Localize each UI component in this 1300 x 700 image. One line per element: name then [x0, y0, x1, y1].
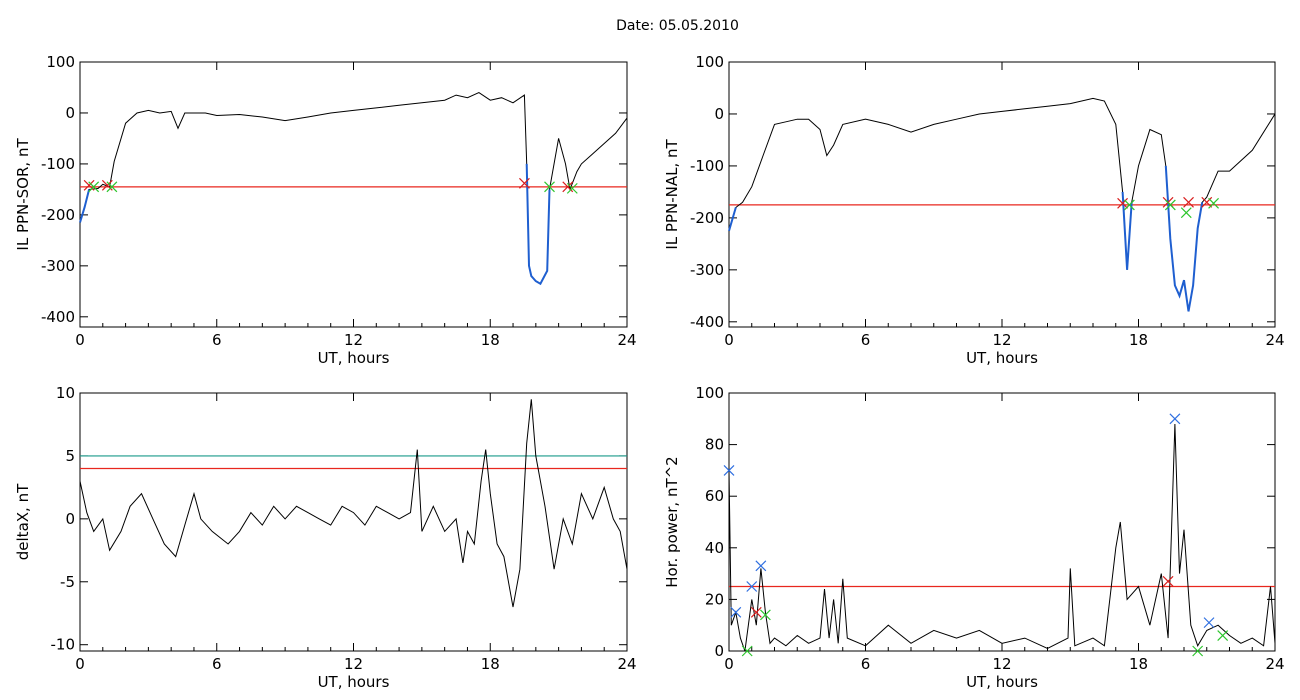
panel-4-frame — [728, 392, 1276, 652]
panel-1-y-tick-label: 100 — [46, 53, 75, 71]
panel-1-highlight-segment — [525, 163, 551, 286]
panel-1-x-tick-label: 0 — [75, 331, 85, 349]
panel-3-x-tick-label: 6 — [212, 655, 222, 673]
panel-2-y-tick-label: -100 — [690, 157, 724, 175]
panel-4-x-tick-label: 6 — [861, 655, 871, 673]
panel-2-x-tick-label: 24 — [1265, 331, 1284, 349]
panel-4-marker-red — [1162, 575, 1174, 587]
panel-1-y-tick-label: -100 — [41, 155, 75, 173]
panel-3-y-tick-label: 10 — [56, 384, 75, 402]
panel-4-y-axis-label: Hor. power, nT^2 — [663, 456, 681, 587]
panel-2-x-axis-label: UT, hours — [966, 349, 1038, 367]
panel-4-y-tick-label: 20 — [705, 590, 724, 608]
panel-4-marker-blue — [1169, 413, 1181, 425]
panel-1-y-axis-label: IL PPN-SOR, nT — [14, 138, 32, 251]
panel-3-y-axis-label: deltaX, nT — [14, 483, 32, 560]
panel-1-y-tick-label: -400 — [41, 308, 75, 326]
panel-3-y-tick-label: -10 — [51, 636, 76, 654]
panel-4-marker-red — [750, 606, 762, 618]
panel-1-series-line — [79, 92, 628, 285]
panel-4-marker-blue — [1203, 617, 1215, 629]
panel-2-y-tick-label: 100 — [695, 53, 724, 71]
date-title: Date: 05.05.2010 — [616, 18, 739, 34]
panel-2-highlight-segment — [728, 207, 737, 232]
panel-4-marker-blue — [730, 606, 742, 618]
panel-2-y-tick-label: -400 — [690, 313, 724, 331]
panel-2-x-tick-label: 6 — [861, 331, 871, 349]
panel-1-x-tick-label: 6 — [212, 331, 222, 349]
panel-1-x-tick-label: 18 — [481, 331, 500, 349]
panel-1-marker-green — [106, 181, 118, 193]
panel-2-marker-red — [1201, 196, 1213, 208]
panel-4-y-tick-label: 40 — [705, 539, 724, 557]
panel-4-x-tick-label: 24 — [1265, 655, 1284, 673]
panel-4-marker-blue — [755, 560, 767, 572]
panel-2-marker-red — [1183, 196, 1194, 208]
panel-1-x-tick-label: 12 — [344, 331, 363, 349]
panel-2-marker-green — [1164, 199, 1176, 211]
panel-2-x-tick-label: 18 — [1129, 331, 1148, 349]
panel-1-marker-green — [544, 181, 555, 193]
panel-4-x-axis-label: UT, hours — [966, 673, 1038, 691]
panel-4-marker-blue — [746, 581, 758, 592]
panel-4-x-tick-label: 0 — [724, 655, 734, 673]
panel-4-marker-green — [1217, 630, 1229, 641]
panel-2-highlight-segment — [1121, 191, 1133, 270]
panel-3-x-tick-label: 12 — [344, 655, 363, 673]
panel-3-series-line — [79, 399, 628, 608]
panel-1-highlight-segment — [79, 189, 91, 223]
panel-4-y-tick-label: 100 — [695, 384, 724, 402]
panel-2-marker-green — [1180, 207, 1192, 219]
panel-4-marker-blue — [723, 464, 735, 476]
panel-1-marker-green — [88, 181, 100, 193]
panel-4-marker-green — [1192, 645, 1204, 657]
panel-3-y-tick-label: -5 — [60, 573, 75, 591]
panel-1-y-tick-label: -300 — [41, 257, 75, 275]
panel-4-marker-green — [759, 609, 771, 621]
panel-2-x-tick-label: 0 — [724, 331, 734, 349]
panel-2-highlight-segment — [1164, 165, 1204, 312]
panel-1-marker-red — [519, 177, 530, 189]
panel-4-y-tick-label: 0 — [714, 642, 724, 660]
panel-4-series-line — [728, 423, 1276, 652]
panel-2-marker-green — [1208, 197, 1219, 209]
panel-1-x-axis-label: UT, hours — [318, 349, 390, 367]
panel-4-x-tick-label: 12 — [992, 655, 1011, 673]
panel-1-y-tick-label: 0 — [65, 104, 75, 122]
panel-3-x-tick-label: 24 — [617, 655, 636, 673]
panel-4-y-tick-label: 80 — [705, 436, 724, 454]
panel-1-y-tick-label: -200 — [41, 206, 75, 224]
panel-4-marker-green — [741, 645, 753, 657]
panel-3-y-tick-label: 5 — [65, 447, 75, 465]
panel-1-frame — [79, 61, 628, 328]
panel-3-x-tick-label: 18 — [481, 655, 500, 673]
panel-3-x-axis-label: UT, hours — [318, 673, 390, 691]
panel-3-x-tick-label: 0 — [75, 655, 85, 673]
panel-2-y-tick-label: -200 — [690, 209, 724, 227]
panel-2-marker-green — [1123, 199, 1135, 211]
panel-2-y-tick-label: -300 — [690, 261, 724, 279]
panel-2-y-axis-label: IL PPN-NAL, nT — [663, 139, 681, 250]
panel-2-marker-red — [1117, 197, 1128, 209]
panel-4-y-tick-label: 60 — [705, 487, 724, 505]
panel-1-marker-green — [566, 182, 578, 194]
panel-1-x-tick-label: 24 — [617, 331, 636, 349]
panel-3-frame — [79, 392, 628, 652]
panel-4-x-tick-label: 18 — [1129, 655, 1148, 673]
panel-2-y-tick-label: 0 — [714, 105, 724, 123]
panel-2-x-tick-label: 12 — [992, 331, 1011, 349]
panel-3-y-tick-label: 0 — [65, 510, 75, 528]
